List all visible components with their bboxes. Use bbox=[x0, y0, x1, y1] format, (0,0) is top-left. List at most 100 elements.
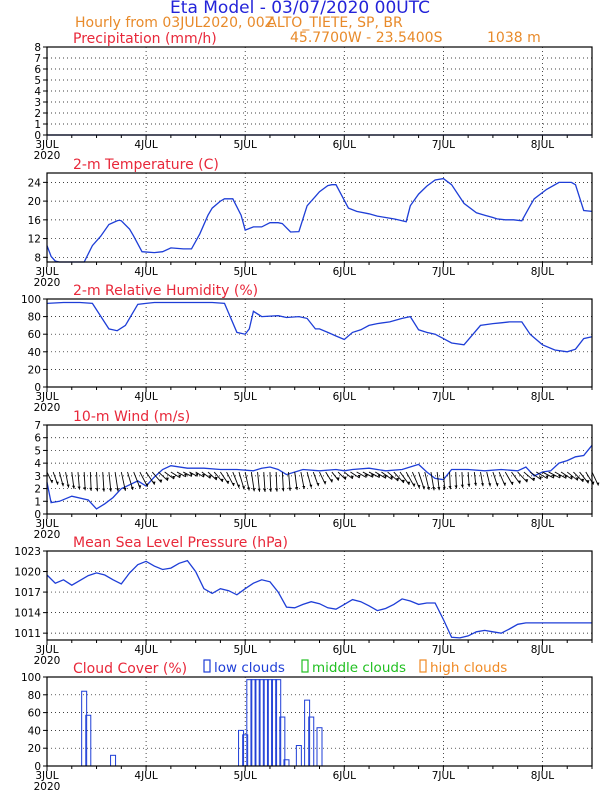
rh-data-point bbox=[108, 328, 110, 330]
wind-data-point bbox=[583, 455, 585, 456]
temp-data-point bbox=[546, 189, 547, 190]
wind-arrow-head bbox=[263, 488, 267, 492]
temp-data-point bbox=[513, 219, 514, 221]
temp-data-point bbox=[187, 248, 188, 250]
wind-arrow bbox=[554, 471, 567, 479]
mslp-data-point bbox=[71, 584, 73, 586]
precip-xtick-label: 5JUL bbox=[234, 139, 257, 151]
wind-arrow-head bbox=[77, 486, 81, 490]
mslp-title: Mean Sea Level Pressure (hPa) bbox=[73, 535, 288, 551]
temp-data-point bbox=[463, 203, 465, 204]
mslp-data-point bbox=[319, 603, 320, 605]
wind-arrow-head bbox=[383, 475, 387, 479]
wind-arrow-head bbox=[316, 483, 320, 487]
wind-data-point bbox=[236, 469, 238, 470]
mslp-ytick-label: 1020 bbox=[14, 567, 41, 579]
cloud-xtick-year: 2020 bbox=[34, 781, 61, 792]
temp-ytick-label: 16 bbox=[28, 215, 42, 227]
wind-data-point bbox=[286, 474, 287, 475]
rh-data-point bbox=[480, 325, 481, 326]
wind-arrow bbox=[356, 471, 367, 478]
temp-data-point bbox=[504, 219, 506, 221]
temp-xtick-year: 2020 bbox=[34, 277, 61, 289]
wind-arrow-head bbox=[95, 488, 99, 492]
wind-arrow bbox=[511, 471, 521, 484]
mslp-data-point bbox=[467, 635, 469, 637]
wind-frame bbox=[46, 424, 593, 515]
temp-data-point bbox=[224, 198, 225, 200]
temp-data-point bbox=[121, 220, 122, 222]
legend-swatch bbox=[301, 659, 309, 673]
rh-data-point bbox=[195, 302, 196, 303]
wind-data-point bbox=[418, 464, 419, 465]
wind-data-point bbox=[277, 469, 279, 470]
wind-arrow bbox=[207, 471, 217, 481]
rh-data-point bbox=[116, 330, 118, 331]
wind-arrow bbox=[542, 471, 555, 479]
wind-arrow-head bbox=[350, 475, 354, 479]
wind-data-point bbox=[352, 469, 353, 470]
rh-data-point bbox=[277, 315, 279, 317]
legend-swatch bbox=[203, 659, 211, 673]
mslp-data-point bbox=[410, 600, 411, 602]
wind-arrow-head bbox=[183, 473, 187, 477]
wind-arrow-head bbox=[242, 486, 246, 490]
precip-ytick-label: 5 bbox=[34, 75, 41, 87]
precip-ytick-label: 0 bbox=[34, 130, 41, 142]
wind-arrow-head bbox=[145, 483, 149, 487]
wind-arrow bbox=[436, 471, 440, 491]
mslp-ytick-label: 1017 bbox=[14, 587, 41, 599]
wind-arrow-head bbox=[83, 487, 87, 491]
temp-data-point bbox=[571, 182, 572, 183]
wind-arrow-head bbox=[252, 488, 256, 492]
wind-arrow-head bbox=[586, 480, 590, 484]
mslp-data-point bbox=[451, 636, 452, 638]
wind-arrow bbox=[120, 471, 126, 491]
legend-label: middle clouds bbox=[312, 660, 406, 676]
mslp-data-point bbox=[525, 622, 527, 624]
wind-arrow-head bbox=[432, 487, 436, 491]
mslp-data-point bbox=[170, 567, 172, 569]
temp-data-point bbox=[327, 185, 329, 186]
wind-arrow-head bbox=[208, 475, 212, 479]
wind-arrow-head bbox=[517, 480, 521, 484]
wind-data-point bbox=[558, 462, 560, 464]
rh-data-point bbox=[327, 332, 329, 333]
precip-ytick-label: 2 bbox=[34, 108, 41, 120]
mslp-data-point bbox=[87, 575, 89, 576]
wind-arrow bbox=[399, 471, 410, 486]
wind-data-point bbox=[451, 469, 452, 470]
mslp-data-point bbox=[492, 631, 494, 633]
precip-xtick-label: 8JUL bbox=[531, 139, 554, 151]
rh-data-point bbox=[224, 303, 225, 304]
temp-data-point bbox=[211, 207, 213, 209]
temp-xtick-label: 6JUL bbox=[333, 266, 356, 278]
precip-ytick-label: 6 bbox=[34, 64, 41, 76]
wind-arrow-head bbox=[323, 481, 327, 485]
wind-arrow-head bbox=[460, 484, 464, 488]
temp-data-point bbox=[405, 221, 407, 223]
mslp-data-point bbox=[443, 619, 444, 620]
mslp-data-point bbox=[558, 622, 560, 624]
wind-arrow bbox=[201, 471, 211, 479]
wind-arrow bbox=[368, 471, 380, 478]
rh-xtick-label: 6JUL bbox=[333, 391, 356, 403]
rh-data-point bbox=[426, 332, 428, 333]
wind-arrow-head bbox=[295, 487, 299, 491]
rh-frame bbox=[46, 298, 593, 388]
mslp-data-point bbox=[79, 580, 81, 581]
wind-arrow-head bbox=[309, 484, 313, 488]
wind-data-point bbox=[550, 470, 552, 472]
wind-arrow bbox=[244, 471, 250, 491]
wind-arrow bbox=[114, 471, 119, 492]
wind-data-point bbox=[517, 470, 518, 472]
mslp-data-point bbox=[236, 594, 238, 596]
wind-arrow bbox=[281, 472, 284, 492]
wind-data-point bbox=[253, 470, 254, 472]
wind-arrow bbox=[108, 471, 112, 492]
cloud-bar-low-clouds bbox=[110, 754, 117, 767]
temp-data-point bbox=[298, 231, 300, 232]
wind-arrow bbox=[83, 472, 86, 491]
temp-data-point bbox=[385, 217, 386, 218]
rh-data-point bbox=[244, 333, 246, 335]
